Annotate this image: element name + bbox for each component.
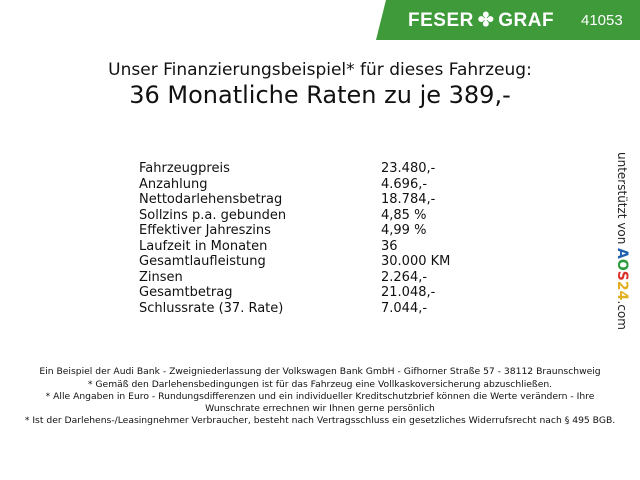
row-value: 23.480,- bbox=[381, 161, 436, 176]
row-value: 36 bbox=[381, 238, 398, 254]
row-label: Gesamtbetrag bbox=[139, 285, 233, 300]
brand-logo: FESER ✤ GRAF bbox=[408, 10, 555, 31]
table-row: Schlussrate (37. Rate) 7.044,- bbox=[139, 301, 450, 317]
table-row: Effektiver Jahreszins 4,99 % bbox=[139, 223, 450, 239]
row-label: Zinsen bbox=[139, 269, 183, 285]
table-row: Nettodarlehensbetrag 18.784,- bbox=[139, 192, 450, 208]
row-label: Anzahlung bbox=[139, 176, 208, 192]
row-label: Nettodarlehensbetrag bbox=[139, 192, 283, 207]
finance-table: Fahrzeugpreis 23.480,- Anzahlung 4.696,- Net… bbox=[139, 161, 450, 316]
row-label: Sollzins p.a. gebunden bbox=[139, 207, 287, 223]
table-row: Fahrzeugpreis 23.480,- bbox=[139, 161, 450, 177]
row-value: 2.264,- bbox=[381, 269, 428, 285]
row-label: Fahrzeugpreis bbox=[139, 161, 230, 176]
row-value: 4,85 % bbox=[381, 207, 427, 223]
table-row: Sollzins p.a. gebunden 4,85 % bbox=[139, 208, 450, 224]
row-value: 21.048,- bbox=[381, 285, 436, 300]
page-title: Unser Finanzierungsbeispiel* für dieses … bbox=[108, 60, 532, 80]
row-value: 4,99 % bbox=[381, 223, 427, 238]
table-row: Anzahlung 4.696,- bbox=[139, 177, 450, 193]
row-value: 30.000 KM bbox=[381, 254, 451, 269]
table-row: Zinsen 2.264,- bbox=[139, 270, 450, 286]
clover-icon: ✤ bbox=[477, 10, 495, 31]
footnote: * Gemäß den Darlehensbedingungen ist für… bbox=[87, 378, 553, 390]
row-label: Laufzeit in Monaten bbox=[139, 238, 268, 254]
dealer-code: 41053 bbox=[581, 12, 623, 29]
footnotes: Ein Beispiel der Audi Bank - Zweignieder… bbox=[20, 366, 620, 428]
row-label: Effektiver Jahreszins bbox=[139, 223, 271, 238]
rate-headline: 36 Monatliche Raten zu je 389,- bbox=[129, 81, 511, 109]
row-label: Gesamtlaufleistung bbox=[139, 254, 266, 269]
footnote: * Alle Angaben in Euro - Rundungsdiffere… bbox=[45, 391, 595, 414]
table-row: Laufzeit in Monaten 36 bbox=[139, 239, 450, 255]
footnote: * Ist der Darlehens-/Leasingnehmer Verbr… bbox=[24, 415, 616, 426]
row-value: 18.784,- bbox=[381, 192, 436, 207]
row-value: 7.044,- bbox=[381, 300, 428, 316]
row-label: Schlussrate (37. Rate) bbox=[139, 300, 284, 316]
footnote: Ein Beispiel der Audi Bank - Zweignieder… bbox=[39, 366, 601, 377]
row-value: 4.696,- bbox=[381, 176, 428, 192]
table-row: Gesamtlaufleistung 30.000 KM bbox=[139, 254, 450, 270]
supported-by: unterstützt von AOS24.com bbox=[614, 152, 630, 330]
table-row: Gesamtbetrag 21.048,- bbox=[139, 285, 450, 301]
aos24-logo: AOS24 bbox=[614, 248, 630, 301]
